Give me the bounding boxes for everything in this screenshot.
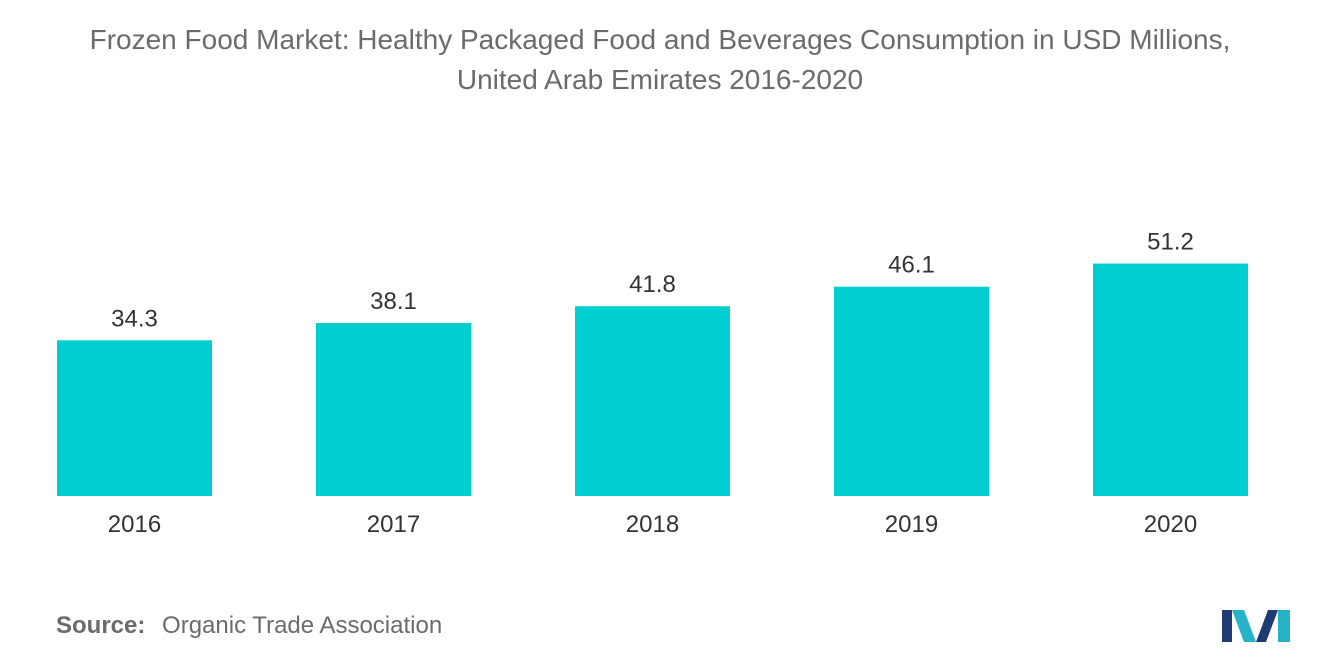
x-tick-label-2016: 2016	[108, 511, 161, 538]
x-tick-label-2017: 2017	[367, 511, 420, 538]
data-label-2019: 46.1	[888, 252, 935, 279]
bar-2017	[316, 323, 471, 496]
data-label-2018: 41.8	[629, 271, 676, 298]
source-label: Source:	[56, 612, 146, 639]
source-text: Organic Trade Association	[162, 612, 443, 639]
bar-2018	[575, 306, 730, 496]
data-label-2020: 51.2	[1147, 229, 1194, 256]
chart-title-line-2: United Arab Emirates 2016-2020	[456, 64, 864, 95]
data-label-2017: 38.1	[370, 288, 417, 315]
mordor-intelligence-logo-icon	[1222, 610, 1290, 642]
bar-chart: 34.3 2016 38.1 2017 41.8 2018 46.1 2019 51.2 2020	[57, 229, 1248, 538]
bar-2019	[834, 286, 989, 496]
data-label-2016: 34.3	[111, 305, 158, 332]
bar-2020	[1093, 263, 1248, 496]
x-tick-label-2019: 2019	[885, 511, 938, 538]
chart-title: Frozen Food Market: Healthy Packaged Foo…	[0, 20, 1320, 100]
source-note: Source: Organic Trade Association	[56, 612, 442, 640]
chart-title-line-1: Frozen Food Market: Healthy Packaged Foo…	[89, 24, 1231, 55]
x-tick-label-2018: 2018	[626, 511, 679, 538]
bar-2016	[57, 340, 212, 496]
x-tick-label-2020: 2020	[1144, 511, 1197, 538]
